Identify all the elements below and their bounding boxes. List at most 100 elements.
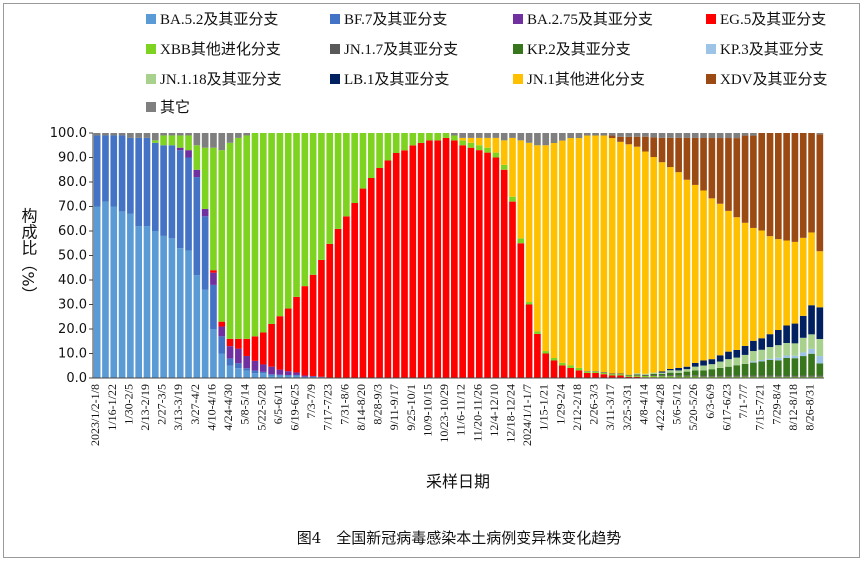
bar-segment-8-66	[642, 373, 649, 376]
legend-label: BA.5.2及其亚分支	[160, 11, 278, 28]
bar-segment-4-46	[475, 145, 483, 151]
bar-segment-6-67	[650, 373, 658, 376]
bar-segment-8-69	[667, 370, 674, 373]
bar-segment-5-71	[683, 375, 691, 377]
bar-segment-5-60	[592, 371, 599, 372]
bar-segment-4-76	[725, 376, 732, 378]
x-tick-label: 8/26-8/31	[803, 384, 817, 431]
bar-segment-9-82	[774, 330, 782, 346]
bar-segment-12-72	[691, 133, 699, 138]
bar-segment-5-73	[700, 375, 707, 377]
bar-segment-6-78	[741, 363, 749, 376]
bar-segment-3-44	[459, 145, 466, 378]
bar-segment-1-21	[268, 374, 275, 376]
bar-segment-3-65	[633, 376, 641, 378]
x-tick-label: 7/29-8/4	[769, 384, 783, 425]
bar-segment-12-11	[185, 133, 192, 136]
bar-segment-11-78	[741, 135, 749, 223]
bar-segment-10-57	[567, 138, 574, 366]
bar-segment-3-29	[334, 228, 342, 378]
bar-segment-0-26	[309, 376, 317, 378]
bar-segment-4-13	[201, 147, 209, 209]
bar-segment-0-14	[210, 329, 217, 378]
bar-segment-4-68	[658, 376, 666, 378]
bar-segment-11-74	[708, 138, 716, 199]
bar-segment-3-32	[359, 188, 367, 378]
legend-label: KP.3及其亚分支	[720, 41, 824, 58]
x-tick-label: 5/20-5/26	[686, 384, 700, 431]
bar-segment-1-6	[143, 137, 151, 227]
bar-segment-2-17	[235, 348, 242, 364]
bar-segment-4-41	[434, 133, 442, 141]
bar-segment-4-58	[575, 367, 583, 371]
bar-segment-9-80	[758, 338, 766, 350]
bar-segment-3-55	[550, 360, 558, 378]
bar-segment-0-23	[284, 375, 292, 378]
y-tick-label: 70.0	[58, 200, 87, 215]
bar-segment-2-15	[218, 326, 226, 337]
bar-segment-12-46	[475, 133, 483, 138]
bar-segment-3-48	[492, 157, 500, 378]
bar-segment-12-45	[467, 133, 475, 138]
bar-segment-11-76	[725, 138, 732, 211]
bar-segment-4-81	[766, 376, 774, 378]
bar-segment-2-18	[243, 355, 250, 369]
bar-segment-5-62	[608, 373, 616, 375]
bar-segment-2-23	[284, 371, 292, 375]
bar-segment-5-74	[708, 375, 716, 377]
bar-segment-9-73	[700, 360, 707, 366]
bar-segment-0-11	[185, 250, 192, 378]
bar-segment-10-69	[667, 167, 674, 369]
bar-segment-9-77	[733, 349, 741, 358]
bar-segment-3-40	[426, 140, 433, 378]
bar-segment-0-19	[251, 373, 259, 378]
legend-swatch	[513, 44, 523, 54]
bar-segment-11-70	[675, 137, 682, 173]
bar-segment-1-0	[93, 135, 101, 207]
bar-segment-4-70	[675, 376, 682, 378]
bar-segment-5-64	[625, 374, 633, 376]
bar-segment-12-1	[102, 133, 109, 136]
bar-segment-12-56	[559, 133, 566, 141]
bar-segment-3-34	[376, 168, 383, 378]
bar-segment-12-57	[567, 133, 574, 139]
bar-segment-10-62	[608, 138, 616, 374]
bar-segment-0-9	[168, 238, 176, 378]
bar-segment-6-82	[774, 360, 782, 376]
legend-swatch	[330, 14, 340, 24]
bar-segment-4-27	[318, 133, 325, 260]
bar-segment-4-23	[284, 133, 292, 309]
bar-segment-3-35	[384, 160, 392, 378]
x-tick-label: 11/20-11/26	[470, 384, 484, 442]
bar-segment-7-86	[808, 348, 815, 354]
legend-label: 其它	[160, 98, 190, 116]
bar-segment-5-78	[741, 375, 749, 377]
bar-segment-12-13	[201, 133, 209, 148]
bar-segment-1-22	[276, 374, 284, 376]
bar-segment-4-16	[226, 142, 234, 339]
bar-segment-4-7	[151, 140, 159, 143]
bar-segment-12-14	[210, 133, 217, 148]
x-tick-label: 4/24-4/30	[221, 384, 235, 431]
bar-segment-5-76	[725, 375, 732, 377]
bar-segment-1-10	[176, 150, 184, 249]
bar-segment-3-27	[318, 259, 325, 377]
bar-segment-4-19	[251, 133, 259, 337]
bar-segment-12-43	[451, 133, 458, 136]
bar-segment-4-24	[293, 133, 300, 297]
bar-segment-11-71	[683, 137, 691, 180]
bar-segment-10-79	[750, 227, 757, 341]
bar-segment-5-77	[733, 375, 741, 377]
bar-segment-12-10	[176, 133, 184, 136]
bar-segment-1-19	[251, 370, 259, 374]
bar-segment-9-86	[808, 305, 815, 335]
legend-swatch	[330, 74, 340, 84]
bar-segment-3-24	[293, 296, 300, 373]
bar-segment-3-18	[243, 338, 250, 356]
bar-segment-8-84	[791, 343, 799, 356]
bar-segment-0-22	[276, 375, 284, 378]
bar-segment-4-11	[185, 135, 192, 151]
bar-segment-4-80	[758, 376, 766, 378]
y-axis-ticks: 0.0 10.0 20.0 30.0 40.0 50.0 60.0 70.0 80.0 90.0 1…	[50, 126, 93, 386]
bar-segment-9-84	[791, 323, 799, 344]
